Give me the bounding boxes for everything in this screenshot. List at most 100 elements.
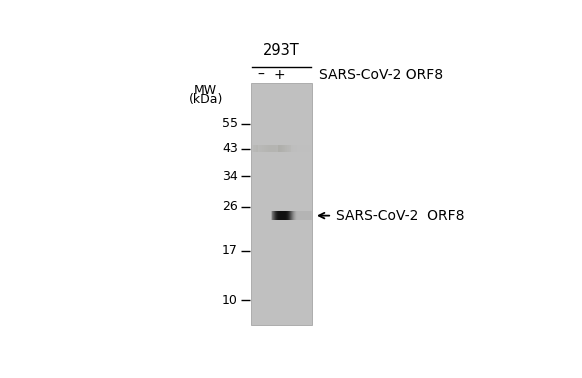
Bar [275, 146, 276, 152]
Bar [273, 211, 275, 220]
Bar [290, 211, 291, 220]
Bar [288, 211, 290, 220]
Bar [278, 211, 279, 220]
Bar [299, 211, 300, 220]
Bar [294, 211, 295, 220]
Bar [271, 146, 272, 152]
Bar [306, 211, 307, 220]
Bar [281, 211, 282, 220]
Bar [283, 211, 285, 220]
Bar [263, 146, 264, 152]
Text: 55: 55 [222, 118, 238, 130]
Bar [276, 211, 277, 220]
Bar [278, 146, 280, 152]
Bar [301, 211, 302, 220]
Bar [304, 211, 306, 220]
Bar [303, 211, 305, 220]
Bar [292, 211, 293, 220]
Bar [296, 211, 297, 220]
Text: (kDa): (kDa) [189, 93, 223, 106]
Text: 34: 34 [222, 170, 238, 183]
Bar [273, 211, 274, 220]
Bar [293, 211, 294, 220]
Bar [266, 146, 267, 152]
Bar [299, 146, 300, 152]
Bar [310, 211, 312, 220]
Bar [287, 211, 288, 220]
Bar [289, 146, 290, 152]
Bar [285, 146, 286, 152]
Bar [274, 211, 275, 220]
Bar [288, 146, 289, 152]
Bar [300, 211, 301, 220]
Bar [282, 211, 283, 220]
Bar [303, 211, 304, 220]
Bar [292, 146, 293, 152]
Bar [285, 211, 286, 220]
Bar [301, 211, 303, 220]
Bar [289, 211, 290, 220]
Bar [303, 211, 304, 220]
Bar [310, 211, 311, 220]
Bar [300, 211, 301, 220]
Bar [284, 211, 286, 220]
Bar [289, 211, 290, 220]
Bar [256, 146, 257, 152]
Bar [252, 146, 254, 152]
Bar [278, 146, 279, 152]
Bar [272, 146, 273, 152]
Text: –: – [258, 68, 265, 82]
Bar [306, 211, 308, 220]
Bar [286, 211, 287, 220]
Bar [272, 211, 273, 220]
Bar [310, 211, 311, 220]
Bar [267, 146, 268, 152]
Bar [276, 146, 278, 152]
Bar [297, 211, 298, 220]
Bar [306, 211, 307, 220]
Bar [257, 146, 258, 152]
Text: SARS-CoV-2 ORF8: SARS-CoV-2 ORF8 [318, 68, 443, 82]
Bar [281, 211, 283, 220]
Bar [297, 146, 299, 152]
Bar [299, 211, 301, 220]
Bar [292, 211, 293, 220]
Bar [302, 146, 303, 152]
Bar [261, 146, 262, 152]
Bar [290, 146, 292, 152]
Bar [293, 211, 294, 220]
Bar [307, 146, 308, 152]
Bar [308, 146, 310, 152]
Bar [258, 146, 260, 152]
Bar [304, 211, 305, 220]
Bar [283, 146, 285, 152]
Bar [309, 211, 310, 220]
Bar [276, 211, 278, 220]
Bar [295, 211, 297, 220]
Bar [294, 146, 296, 152]
Bar [294, 211, 296, 220]
Bar [279, 211, 281, 220]
Bar [265, 146, 266, 152]
Bar [290, 211, 292, 220]
Bar [281, 211, 282, 220]
Text: SARS-CoV-2  ORF8: SARS-CoV-2 ORF8 [336, 209, 464, 223]
Bar [285, 146, 286, 152]
Bar [278, 211, 279, 220]
Bar [286, 211, 288, 220]
Bar [303, 146, 304, 152]
Bar [251, 83, 312, 325]
Bar [306, 146, 307, 152]
Bar [282, 211, 283, 220]
Bar [296, 146, 297, 152]
Bar [272, 146, 274, 152]
Bar [308, 211, 309, 220]
Bar [305, 146, 306, 152]
Bar [284, 211, 285, 220]
Text: 26: 26 [222, 200, 238, 214]
Bar [304, 146, 305, 152]
Text: 17: 17 [222, 244, 238, 257]
Bar [281, 146, 283, 152]
Bar [259, 146, 260, 152]
Bar [281, 146, 282, 152]
